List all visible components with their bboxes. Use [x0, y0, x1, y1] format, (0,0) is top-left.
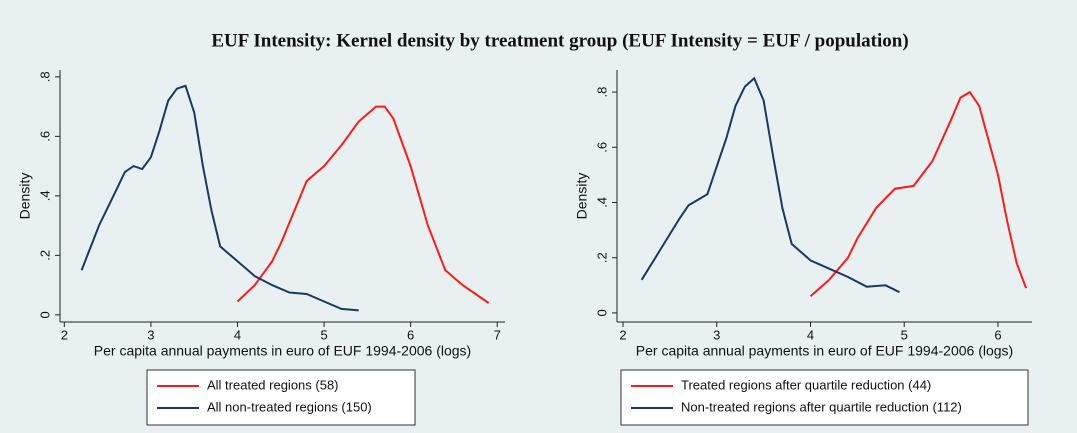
figure-title: EUF Intensity: Kernel density by treatme… — [211, 30, 908, 51]
density-line — [80, 84, 359, 312]
x-tick-label: 4 — [807, 327, 814, 342]
y-axis-label: Density — [574, 173, 590, 220]
legend-label: Non-treated regions after quartile reduc… — [681, 399, 962, 414]
density-line — [236, 105, 490, 304]
y-tick-label: .2 — [37, 250, 52, 261]
y-tick-label: .8 — [594, 87, 609, 98]
legend-box — [146, 369, 416, 426]
x-axis-label: Per capita annual payments in euro of EU… — [94, 343, 471, 359]
legend-label: Treated regions after quartile reduction… — [681, 377, 931, 392]
y-tick-label: 0 — [594, 309, 609, 316]
legend-box — [620, 369, 1029, 426]
density-line — [640, 76, 900, 294]
y-tick-label: .8 — [37, 71, 52, 82]
x-tick-label: 7 — [494, 327, 501, 342]
x-axis-label: Per capita annual payments in euro of EU… — [636, 343, 1013, 359]
density-line — [809, 90, 1028, 298]
legend-label: All treated regions (58) — [207, 377, 339, 392]
x-tick-label: 4 — [234, 327, 241, 342]
y-tick-label: .4 — [37, 190, 52, 201]
x-tick-label: 5 — [320, 327, 327, 342]
y-axis-label: Density — [17, 173, 33, 220]
x-tick-label: 6 — [407, 327, 414, 342]
x-tick-label: 2 — [61, 327, 68, 342]
x-tick-label: 3 — [713, 327, 720, 342]
y-tick-label: .6 — [594, 142, 609, 153]
x-tick-label: 5 — [901, 327, 908, 342]
y-tick-label: .6 — [37, 131, 52, 142]
y-tick-label: 0 — [37, 311, 52, 318]
y-tick-label: .4 — [594, 197, 609, 208]
x-tick-label: 6 — [994, 327, 1001, 342]
y-tick-label: .2 — [594, 252, 609, 263]
x-tick-label: 2 — [619, 327, 626, 342]
legend-label: All non-treated regions (150) — [207, 399, 372, 414]
x-tick-label: 3 — [147, 327, 154, 342]
